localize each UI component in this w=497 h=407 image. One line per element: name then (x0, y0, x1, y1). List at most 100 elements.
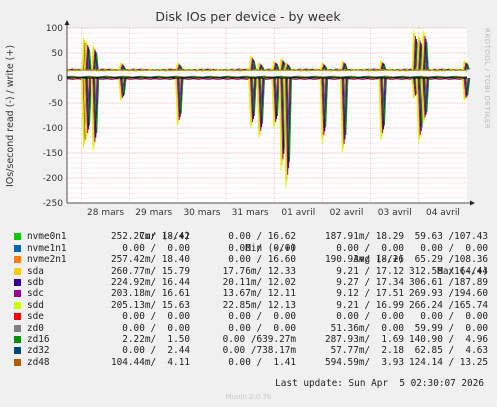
legend-cur: 257.42m/ 18.40 (110, 254, 190, 266)
read-spike (464, 77, 470, 97)
write-spike (343, 63, 347, 70)
read-spike (258, 77, 264, 131)
legend-max: 140.90 / 4.96 (408, 333, 488, 345)
write-spike (121, 64, 126, 70)
read-spike (178, 77, 184, 115)
legend-min: 20.11m/ 12.02 (222, 276, 296, 288)
legend-header: Cur (-/+) Min (-/+) Avg (-/+) Max (-/+) (12, 220, 492, 276)
read-spike (250, 77, 256, 120)
legend-name: sde (27, 311, 44, 323)
legend-max: 0.00 / 0.00 (420, 242, 488, 254)
legend-min: 0.00 / 0.00 (228, 311, 296, 323)
legend-avg: 287.93m/ 1.69 (324, 333, 404, 345)
write-spike (252, 60, 257, 70)
y-axis-arrow (64, 20, 70, 25)
read-spike (287, 77, 292, 162)
read-spike (273, 77, 279, 123)
y-tick-label: 0 (57, 74, 63, 84)
legend-item: nvme1n1 0.00 / 0.00 0.00 / 0.00 0.00 / 0.00… (12, 243, 492, 254)
legend-name: nvme2n1 (27, 254, 67, 266)
legend-swatch (14, 233, 21, 241)
last-update: Last update: Sun Apr 5 02:30:07 2026 (275, 378, 484, 389)
legend-item: sdb 224.92m/ 16.44 20.11m/ 12.02 9.27 / 17.… (12, 277, 492, 288)
write-spike (122, 65, 127, 70)
read-spike (87, 77, 92, 126)
write-spike (86, 47, 91, 70)
legend-avg: 187.91m/ 18.29 (324, 231, 404, 243)
legend-swatch (14, 244, 21, 252)
read-spike (424, 77, 430, 113)
legend-swatch (14, 335, 21, 343)
legend-swatch (14, 324, 21, 332)
x-tick-label: 28 mars (87, 208, 124, 218)
write-spike (382, 63, 387, 70)
legend-swatch (14, 313, 21, 321)
series-read-line (67, 78, 468, 80)
read-spike (94, 77, 100, 134)
read-spike (250, 77, 255, 123)
write-spike (465, 63, 470, 70)
read-spike (417, 77, 423, 136)
legend-name: zd48 (27, 356, 50, 368)
legend-avg: 0.00 / 0.00 (336, 242, 404, 254)
read-spike (381, 77, 387, 130)
legend-min: 0.00 /738.17m (222, 345, 296, 357)
legend-swatch (14, 267, 21, 275)
x-tick-label: 31 mars (232, 208, 269, 218)
legend-max: 59.99 / 0.00 (414, 322, 488, 334)
legend-min: 0.00 / 0.00 (228, 322, 296, 334)
munin-version: Munin 2.0.76 (225, 393, 272, 401)
legend-min: 0.00 /639.27m (222, 333, 296, 345)
read-spike (465, 77, 471, 96)
read-spike (422, 77, 428, 118)
read-spike (86, 77, 92, 130)
legend-max: 269.93 /194.60 (408, 288, 488, 300)
legend-name: zd32 (27, 345, 50, 357)
write-spike (251, 59, 256, 70)
read-spike (341, 77, 347, 145)
legend-swatch (14, 256, 21, 264)
legend-min: 0.00 / 0.00 (228, 242, 296, 254)
legend-avg: 9.21 / 16.99 (336, 299, 404, 311)
write-spike (178, 64, 183, 70)
legend-item: nvme0n1 252.27m/ 18.42 0.00 / 16.62 187.91m… (12, 231, 492, 242)
write-spike (260, 65, 265, 70)
x-tick-label: 01 avril (281, 208, 315, 218)
write-spike (259, 64, 264, 70)
write-spike (93, 51, 98, 70)
legend-item: sdd 205.13m/ 15.63 22.85m/ 12.13 9.21 / 16.… (12, 300, 492, 311)
write-spike (322, 64, 327, 70)
read-spike (121, 77, 127, 96)
legend-swatch (14, 290, 21, 298)
y-tick-label: 50 (52, 49, 64, 59)
legend-avg: 9.12 / 17.51 (336, 288, 404, 300)
legend-max: 0.00 / 0.00 (420, 311, 488, 323)
y-tick-label: -150 (43, 149, 64, 159)
legend-min: 17.76m/ 12.33 (222, 265, 296, 277)
legend-name: sdb (27, 276, 44, 288)
legend-cur: 0.00 / 0.00 (122, 311, 190, 323)
read-spike (85, 77, 91, 134)
legend-item: zd0 0.00 / 0.00 0.00 / 0.00 51.36m/ 0.00 59.… (12, 323, 492, 334)
header-max: Max (-/+) (437, 265, 488, 277)
x-tick-label: 30 mars (183, 208, 220, 218)
legend-name: sdc (27, 288, 44, 300)
write-spike (465, 63, 469, 70)
legend-cur: 0.00 / 0.00 (122, 322, 190, 334)
legend-avg: 57.77m/ 2.18 (330, 345, 404, 357)
x-tick-label: 29 mars (135, 208, 172, 218)
legend-name: nvme1n1 (27, 242, 67, 254)
x-tick-label: 03 avril (378, 208, 412, 218)
write-spike (424, 39, 428, 70)
read-spike (321, 77, 327, 136)
y-tick-label: -50 (48, 99, 63, 109)
read-spike (285, 77, 291, 175)
legend-max: 59.63 /107.43 (414, 231, 488, 243)
legend-cur: 252.27m/ 18.42 (110, 231, 190, 243)
y-axis-label: IOs/second read (-) / write (+) (5, 45, 16, 187)
write-spike (179, 65, 183, 70)
legend-item: zd48 104.44m/ 4.11 0.00 / 1.41 594.59m/ 3.9… (12, 357, 492, 368)
read-spike (380, 77, 386, 134)
read-spike (92, 77, 98, 142)
write-spike (424, 41, 429, 70)
